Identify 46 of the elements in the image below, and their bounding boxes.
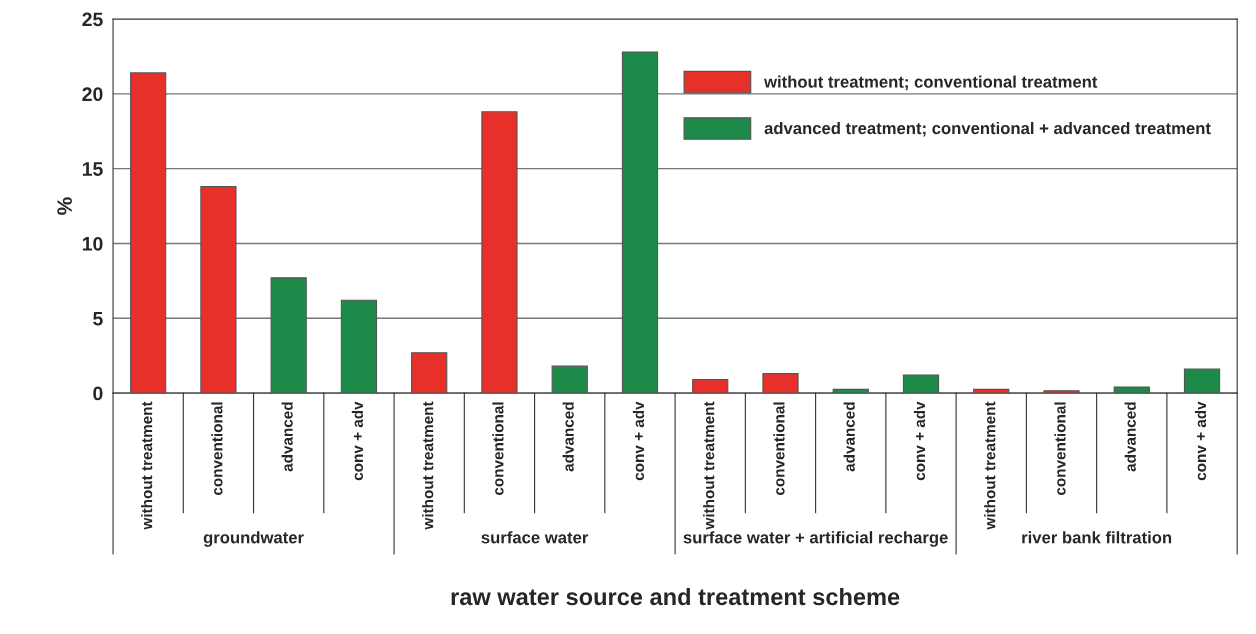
x-tick-label: advanced: [281, 402, 293, 472]
bar: [692, 379, 729, 394]
x-tick-label: without treatment: [703, 401, 715, 530]
bar: [762, 373, 799, 394]
bar: [832, 388, 869, 394]
bar: [481, 111, 518, 394]
x-tick-label: advanced: [843, 402, 855, 472]
bar: [411, 352, 448, 394]
bar: [270, 277, 307, 394]
x-tick-label: conventional: [1054, 402, 1066, 496]
x-tick-label: conv + adv: [913, 401, 926, 481]
bar: [621, 51, 659, 394]
bar: [200, 186, 237, 394]
x-tick-label: without treatment: [422, 401, 434, 530]
x-tick-label: conv + adv: [351, 401, 364, 481]
y-tick-label: 5: [93, 311, 103, 326]
bar: [340, 299, 378, 394]
bar: [1113, 386, 1150, 394]
x-tick-label: conv + adv: [632, 401, 645, 481]
bar: [1183, 368, 1221, 394]
x-tick-label: conventional: [211, 402, 223, 496]
x-axis-title: raw water source and treatment scheme: [451, 587, 900, 606]
x-tick-label: conventional: [773, 402, 785, 496]
text: groundwater: [203, 531, 304, 547]
bar: [973, 388, 1010, 394]
y-tick-label: 15: [82, 162, 103, 176]
text: surface water + artificial recharge: [683, 531, 948, 547]
x-tick-label: conventional: [492, 402, 504, 496]
bar: [551, 365, 588, 394]
bar: [902, 374, 940, 394]
y-tick-label: 0: [93, 386, 103, 401]
x-tick-label: conv + adv: [1194, 401, 1207, 481]
y-tick-label: 25: [82, 12, 103, 27]
legend-label: advanced treatment; conventional + advanced treatment: [764, 121, 1211, 137]
text: river bank filtration: [1022, 531, 1172, 544]
y-tick-label: 20: [82, 87, 103, 102]
y-tick-label: 10: [82, 236, 103, 251]
bar: [130, 72, 167, 394]
x-tick-label: advanced: [562, 402, 574, 472]
legend-label: without treatment; conventional treatment: [764, 75, 1098, 91]
bar: [1043, 390, 1080, 394]
x-tick-label: without treatment: [984, 401, 996, 530]
y-axis-title: %: [57, 197, 72, 215]
x-tick-label: without treatment: [141, 401, 153, 530]
text: surface water: [481, 531, 589, 544]
x-tick-label: advanced: [1124, 402, 1136, 472]
